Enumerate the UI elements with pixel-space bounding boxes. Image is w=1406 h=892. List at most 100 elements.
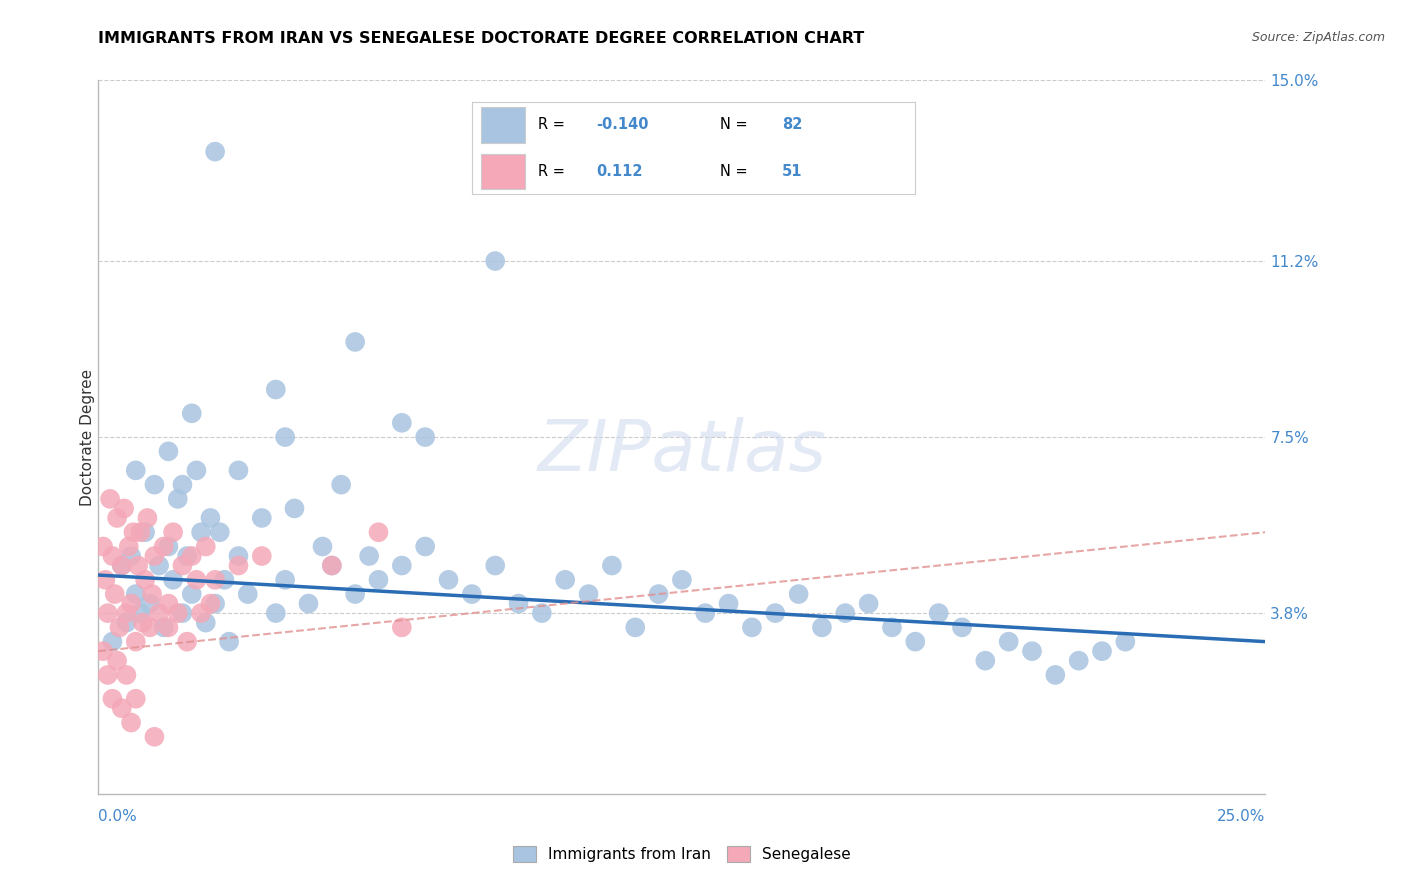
Point — [125, 691, 148, 706]
Point — [190, 525, 212, 540]
Point — [180, 587, 202, 601]
Point — [157, 597, 180, 611]
Point — [763, 606, 786, 620]
Point — [928, 606, 950, 620]
Point — [186, 463, 208, 477]
Point — [228, 558, 250, 573]
Text: 0.0%: 0.0% — [98, 809, 138, 823]
Point — [157, 620, 180, 634]
Point — [624, 620, 647, 634]
Point — [330, 477, 353, 491]
Point — [143, 549, 166, 563]
Point — [204, 145, 226, 159]
Point — [112, 501, 135, 516]
Point — [484, 558, 506, 573]
Point — [391, 620, 413, 634]
Text: 25.0%: 25.0% — [1218, 809, 1265, 823]
Point — [194, 615, 217, 630]
Point — [143, 477, 166, 491]
Point — [105, 511, 128, 525]
Point — [250, 549, 273, 563]
Point — [359, 549, 381, 563]
Point — [111, 558, 134, 573]
Point — [413, 540, 436, 554]
Point — [98, 491, 121, 506]
Point — [104, 587, 127, 601]
Point — [120, 597, 142, 611]
Point — [671, 573, 693, 587]
Point — [172, 477, 194, 491]
Point — [125, 634, 148, 648]
Point — [134, 573, 156, 587]
Point — [274, 430, 297, 444]
Point — [194, 540, 217, 554]
Point — [157, 444, 180, 458]
Point — [311, 540, 333, 554]
Text: ZIPatlas: ZIPatlas — [537, 417, 827, 486]
Point — [974, 654, 997, 668]
Point — [880, 620, 903, 634]
Point — [125, 587, 148, 601]
Point — [811, 620, 834, 634]
Point — [600, 558, 623, 573]
Point — [367, 525, 389, 540]
Point — [111, 558, 134, 573]
Point — [141, 587, 163, 601]
Point — [143, 730, 166, 744]
Point — [91, 644, 114, 658]
Point — [134, 525, 156, 540]
Point — [97, 668, 120, 682]
Point — [180, 406, 202, 420]
Point — [250, 511, 273, 525]
Point — [186, 573, 208, 587]
Point — [157, 540, 180, 554]
Point — [1021, 644, 1043, 658]
Point — [111, 701, 134, 715]
Y-axis label: Doctorate Degree: Doctorate Degree — [80, 368, 94, 506]
Point — [105, 654, 128, 668]
Point — [413, 430, 436, 444]
Point — [152, 540, 174, 554]
Point — [218, 634, 240, 648]
Point — [283, 501, 305, 516]
Point — [148, 558, 170, 573]
Point — [162, 573, 184, 587]
Point — [484, 254, 506, 268]
Point — [554, 573, 576, 587]
Point — [530, 606, 553, 620]
Point — [321, 558, 343, 573]
Point — [1045, 668, 1067, 682]
Point — [101, 691, 124, 706]
Point — [274, 573, 297, 587]
Point — [139, 597, 162, 611]
Point — [741, 620, 763, 634]
Point — [136, 511, 159, 525]
Legend: Immigrants from Iran, Senegalese: Immigrants from Iran, Senegalese — [508, 840, 856, 868]
Point — [180, 549, 202, 563]
Point — [236, 587, 259, 601]
Point — [200, 597, 222, 611]
Point — [858, 597, 880, 611]
Point — [139, 620, 162, 634]
Point — [172, 558, 194, 573]
Point — [204, 597, 226, 611]
Point — [228, 463, 250, 477]
Point — [695, 606, 717, 620]
Point — [91, 540, 114, 554]
Point — [228, 549, 250, 563]
Point — [204, 573, 226, 587]
Point — [166, 606, 188, 620]
Point — [208, 525, 231, 540]
Point — [904, 634, 927, 648]
Point — [162, 525, 184, 540]
Point — [391, 416, 413, 430]
Point — [297, 597, 319, 611]
Point — [115, 668, 138, 682]
Point — [1114, 634, 1136, 648]
Point — [127, 558, 149, 573]
Point — [152, 620, 174, 634]
Point — [950, 620, 973, 634]
Point — [200, 511, 222, 525]
Point — [108, 620, 131, 634]
Point — [264, 383, 287, 397]
